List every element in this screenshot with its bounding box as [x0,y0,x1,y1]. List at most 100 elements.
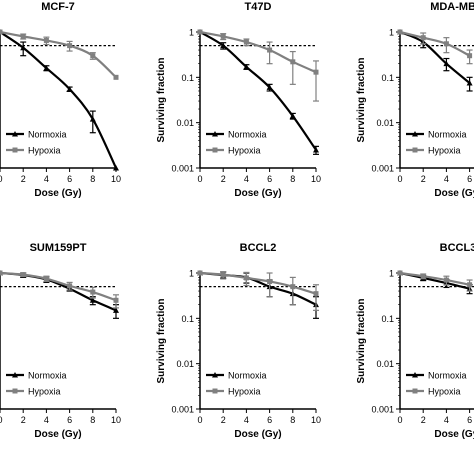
x-tick-label: 4 [244,415,249,425]
data-point [443,277,449,283]
x-tick-label: 2 [221,415,226,425]
chart-panel: MCF-7 0 2 4 6 8 10 Dose (Gy) Normoxia Hypoxia [0,1,121,199]
data-point [43,37,49,43]
data-point [467,53,473,59]
data-point [67,283,73,289]
x-tick-label: 0 [0,415,3,425]
data-point [267,47,273,53]
data-point [90,53,96,59]
data-point [90,289,96,295]
chart-title: MCF-7 [41,1,75,13]
y-tick-label: 1 [389,28,394,38]
legend-label: Hypoxia [428,387,461,397]
chart-title: SUM159PT [30,242,87,254]
data-point [220,272,226,278]
data-point [20,272,26,278]
chart-panel: SUM159PT 0 2 4 6 8 10 Dose (Gy) Normoxia Hypoxia [0,242,121,440]
legend-marker [12,372,18,378]
x-tick-label: 6 [67,415,72,425]
chart-title: BCCL2 [240,242,277,254]
y-axis-label: Surviving fraction [156,298,167,383]
data-point [89,116,96,122]
legend-label: Hypoxia [28,146,61,156]
data-point [466,79,473,86]
data-point [220,42,227,49]
data-point [443,60,450,67]
y-tick-label: 0.01 [376,359,394,369]
chart-title: T47D [245,1,272,13]
y-tick-label: 0.1 [181,73,194,83]
series-line [0,31,117,169]
y-tick-label: 1 [389,269,394,279]
legend-label: Hypoxia [428,146,461,156]
data-point [113,307,119,313]
x-tick-label: 4 [244,174,249,184]
x-tick-label: 2 [21,174,26,184]
series-line [199,30,317,74]
x-tick-label: 0 [197,174,202,184]
data-point [420,35,426,41]
x-tick-label: 0 [197,415,202,425]
y-tick-label: 1 [189,269,194,279]
chart-panel: BCCL3 1 0.1 0.01 0.001 Surviving fraction 0 2 4 6… [356,242,474,440]
series-line [0,30,117,79]
legend-marker [412,131,418,137]
legend-marker [212,131,218,137]
data-point [313,69,319,75]
y-tick-label: 0.001 [371,164,394,174]
data-point [197,270,203,276]
y-tick-label: 0.001 [171,405,194,415]
legend-label: Normoxia [28,130,67,140]
legend-label: Hypoxia [228,387,261,397]
data-point [67,43,73,49]
x-axis-label: Dose (Gy) [34,429,81,440]
x-tick-label: 0 [0,174,3,184]
x-tick-label: 10 [311,174,321,184]
x-tick-label: 10 [111,415,121,425]
data-point [243,63,250,70]
x-axis-label: Dose (Gy) [434,188,474,199]
data-point [467,282,473,288]
y-tick-label: 0.1 [181,314,194,324]
data-point [113,74,119,80]
data-point [243,39,249,45]
y-tick-label: 0.001 [371,405,394,415]
legend-marker [12,147,18,153]
legend-label: Normoxia [28,371,67,381]
chart-title: MDA-MB-2 [430,1,474,13]
data-point [290,284,296,290]
legend-label: Normoxia [228,130,267,140]
x-axis-label: Dose (Gy) [34,188,81,199]
x-tick-label: 8 [290,415,295,425]
y-tick-label: 0.1 [381,314,394,324]
legend-marker [412,372,418,378]
data-point [313,291,319,297]
x-tick-label: 0 [397,174,402,184]
x-tick-label: 4 [444,174,449,184]
chart-title: BCCL3 [440,242,474,254]
data-point [0,29,3,35]
legend-label: Hypoxia [228,146,261,156]
x-axis-label: Dose (Gy) [234,429,281,440]
x-tick-label: 8 [90,174,95,184]
data-point [89,297,96,303]
x-tick-label: 2 [221,174,226,184]
legend-marker [412,147,418,153]
y-axis-label: Surviving fraction [356,298,367,383]
x-tick-label: 6 [467,415,472,425]
data-point [43,65,50,71]
data-point [197,29,203,35]
x-tick-label: 10 [111,174,121,184]
legend-label: Normoxia [228,371,267,381]
x-tick-label: 4 [44,174,49,184]
y-axis-label: Surviving fraction [356,57,367,142]
data-point [420,273,426,279]
x-tick-label: 6 [267,415,272,425]
series-line [399,30,471,57]
data-point [43,276,49,282]
data-point [20,33,26,39]
series-line [0,271,117,302]
data-point [66,86,73,92]
series-line [0,271,117,312]
